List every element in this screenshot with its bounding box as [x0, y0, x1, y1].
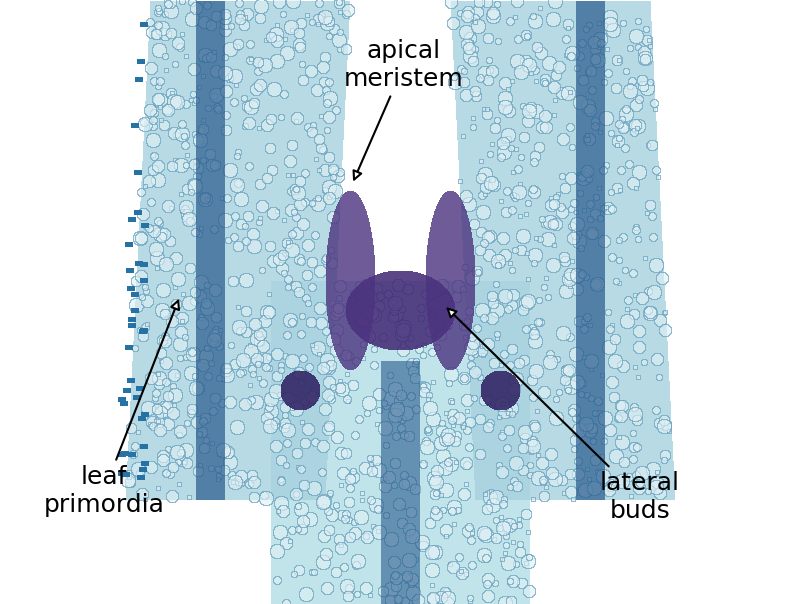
Text: leaf
primordia: leaf primordia [43, 301, 179, 517]
Text: apical
meristem: apical meristem [344, 39, 464, 179]
Text: lateral
buds: lateral buds [448, 309, 680, 523]
